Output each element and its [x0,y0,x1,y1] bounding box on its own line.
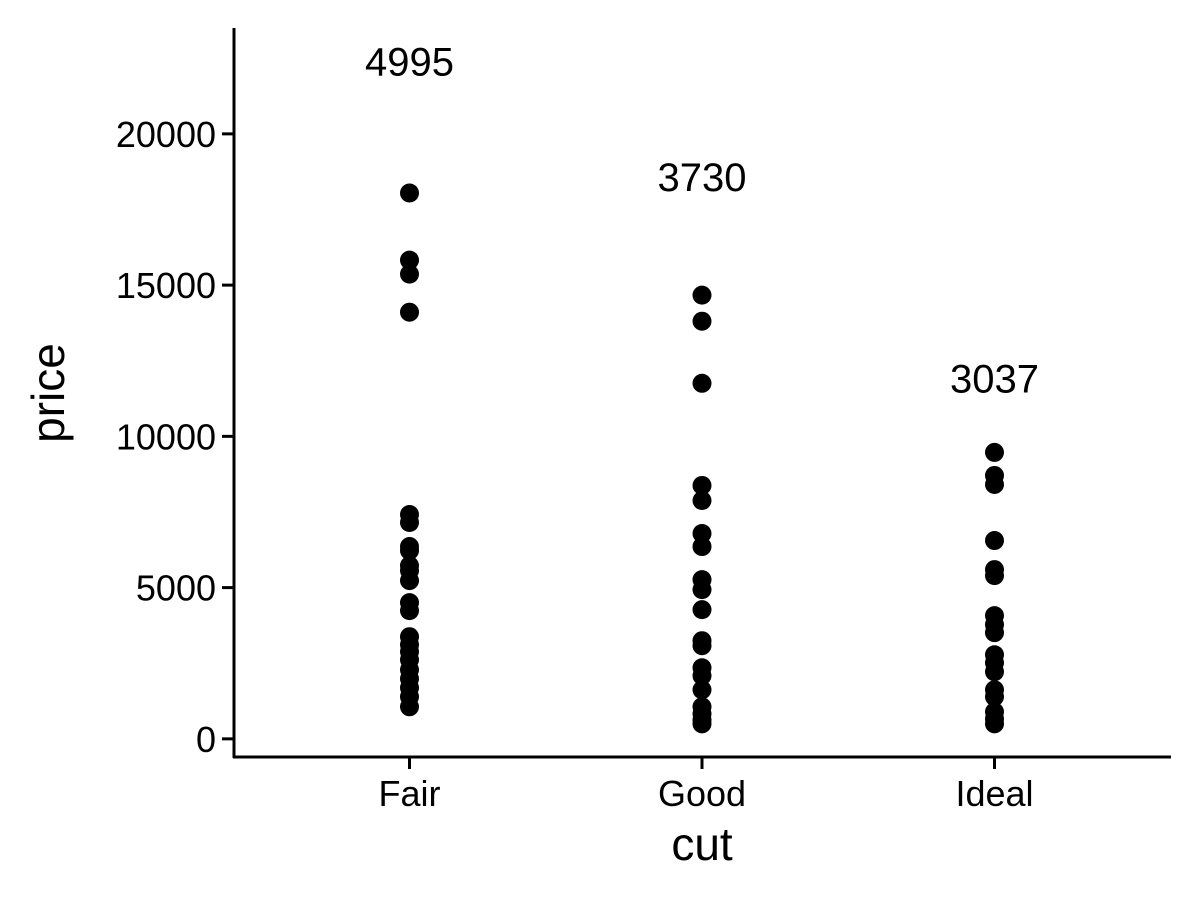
data-point [400,541,419,561]
y-tick-label: 0 [196,719,216,760]
data-point [692,636,712,656]
data-point [692,285,712,305]
data-point [692,475,712,495]
data-point [692,580,712,600]
data-point [400,302,419,322]
series-fair: 4995 [365,41,454,717]
y-tick-label: 10000 [116,416,216,457]
data-point [692,714,712,734]
x-tick-label: Ideal [955,773,1033,814]
data-point [692,666,712,686]
data-point [985,531,1004,551]
data-point [400,571,419,591]
data-point [400,264,419,284]
x-axis-ticks: Fair Good Ideal [379,757,1034,814]
data-point [400,250,419,270]
data-point [985,474,1004,494]
data-point [985,687,1004,707]
series-good: 3730 [658,156,747,734]
data-point [985,623,1004,643]
x-axis-title: cut [671,818,733,870]
mean-annotation: 4995 [365,41,454,85]
data-point [692,311,712,331]
data-point [692,537,712,557]
y-tick-label: 15000 [116,265,216,306]
data-point [400,601,419,621]
data-point [692,373,712,393]
data-point [400,513,419,533]
y-tick-label: 20000 [116,114,216,155]
x-tick-label: Good [658,773,746,814]
x-tick-label: Fair [379,773,441,814]
plot-area: 4995 3730 3037 [365,41,1039,734]
y-axis-ticks: 0 5000 10000 15000 20000 [116,114,234,760]
y-tick-label: 5000 [136,568,216,609]
data-point [985,662,1004,682]
data-point [692,524,712,544]
data-point [985,714,1004,734]
data-point [692,680,712,700]
mean-annotation: 3037 [950,357,1039,401]
mean-annotation: 3730 [658,156,747,200]
y-axis-title: price [22,343,74,443]
data-point [985,566,1004,586]
data-point [692,490,712,510]
data-point [692,600,712,620]
data-point [400,697,419,717]
data-point [985,442,1004,462]
data-point [400,183,419,203]
series-ideal: 3037 [950,357,1039,734]
